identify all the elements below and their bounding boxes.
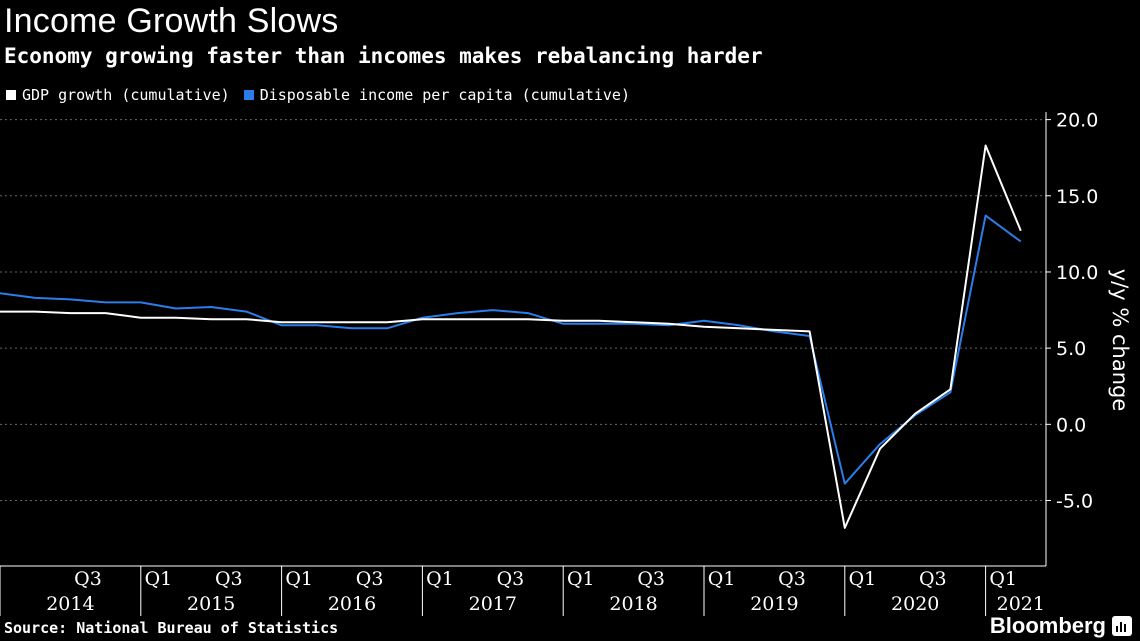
brand-name: Bloomberg: [989, 613, 1106, 638]
quarter-labels: Q3 Q1 Q3 Q1 Q3 Q1 Q3 Q1 Q3 Q1 Q3 Q1 Q3 Q1: [74, 568, 1017, 590]
series-line-gdp: [0, 144, 1022, 529]
x-year-label: 2017: [469, 593, 517, 615]
brand: Bloomberg: [990, 613, 1132, 639]
y-tick-label: -5.0: [1056, 490, 1093, 512]
x-tick-label: Q1: [567, 568, 595, 590]
legend-swatch-gdp: [6, 90, 16, 100]
x-year-label: 2021: [997, 593, 1045, 615]
x-year-label: 2018: [609, 593, 657, 615]
x-tick-label: Q3: [919, 568, 947, 590]
chart-title: Income Growth Slows: [4, 2, 339, 40]
x-tick-label: Q1: [849, 568, 877, 590]
legend-swatch-income: [243, 90, 254, 100]
x-tick-label: Q3: [778, 568, 806, 590]
legend-label-income: Disposable income per capita (cumulative…: [259, 86, 630, 104]
y-tick-label: 15.0: [1056, 186, 1098, 208]
y-tick-label: 10.0: [1056, 262, 1098, 284]
x-year-label: 2016: [328, 593, 376, 615]
series-line-income: [0, 214, 1022, 485]
y-tick-label: 5.0: [1056, 338, 1086, 360]
x-tick-label: Q1: [285, 568, 313, 590]
legend: GDP growth (cumulative) Disposable incom…: [6, 86, 644, 104]
x-tick-label: Q1: [145, 568, 173, 590]
legend-item-gdp: GDP growth (cumulative): [6, 86, 230, 104]
x-year-label: 2014: [46, 593, 94, 615]
x-tick-label: Q1: [989, 568, 1017, 590]
year-labels: 2014 2015 2016 2017 2018 2019 2020 2021: [0, 566, 1045, 616]
x-tick-label: Q1: [708, 568, 736, 590]
y-tick-label: 20.0: [1056, 110, 1098, 132]
bloomberg-logo-icon: [1112, 616, 1132, 636]
x-tick-label: Q3: [74, 568, 102, 590]
y-axis-label: y/y % change: [1108, 269, 1132, 412]
legend-label-gdp: GDP growth (cumulative): [22, 86, 230, 104]
x-tick-label: Q3: [637, 568, 665, 590]
source-note: Source: National Bureau of Statistics: [4, 619, 339, 637]
y-tick-label: 0.0: [1056, 414, 1086, 436]
x-year-label: 2019: [750, 593, 798, 615]
x-tick-label: Q1: [426, 568, 454, 590]
x-year-label: 2020: [891, 593, 939, 615]
legend-item-income: Disposable income per capita (cumulative…: [243, 86, 630, 104]
x-tick-label: Q3: [215, 568, 243, 590]
x-tick-label: Q3: [497, 568, 525, 590]
gridlines: -5.0 0.0 5.0 10.0 15.0 20.0: [0, 110, 1098, 512]
chart-subtitle: Economy growing faster than incomes make…: [4, 44, 763, 68]
x-year-label: 2015: [187, 593, 235, 615]
x-tick-label: Q3: [356, 568, 384, 590]
